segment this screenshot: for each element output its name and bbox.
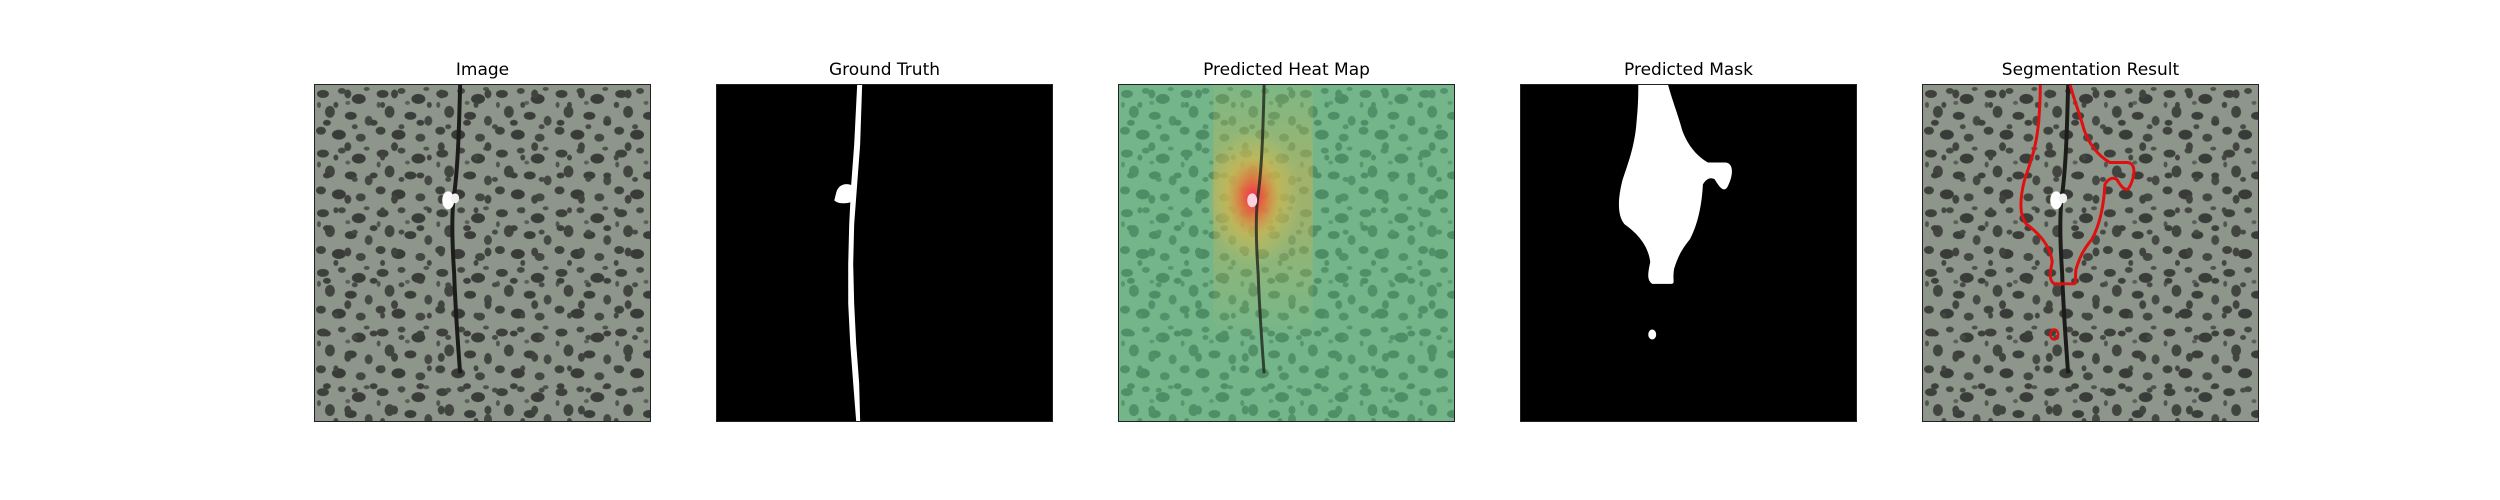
heat-map-panel — [1118, 84, 1455, 422]
panel-title-heat-map: Predicted Heat Map — [1203, 60, 1370, 80]
panel-title-ground-truth: Ground Truth — [828, 60, 941, 80]
image-panel — [314, 84, 651, 422]
panel-title-image: Image — [455, 60, 510, 80]
ground-truth-panel — [716, 84, 1053, 422]
segmentation-overlay — [1923, 85, 2258, 421]
panel-title-predicted-mask: Predicted Mask — [1624, 60, 1753, 80]
panel-title-segmentation-result: Segmentation Result — [2001, 60, 2180, 80]
segmentation-contour — [2019, 85, 2136, 286]
ground-truth-mask — [717, 85, 1052, 421]
segmentation-contour-small — [2048, 328, 2060, 341]
input-image — [315, 85, 650, 421]
heat-map-image — [1119, 85, 1454, 421]
segmentation-result-panel — [1922, 84, 2259, 422]
predicted-mask-panel — [1520, 84, 1857, 422]
predicted-mask — [1521, 85, 1856, 421]
